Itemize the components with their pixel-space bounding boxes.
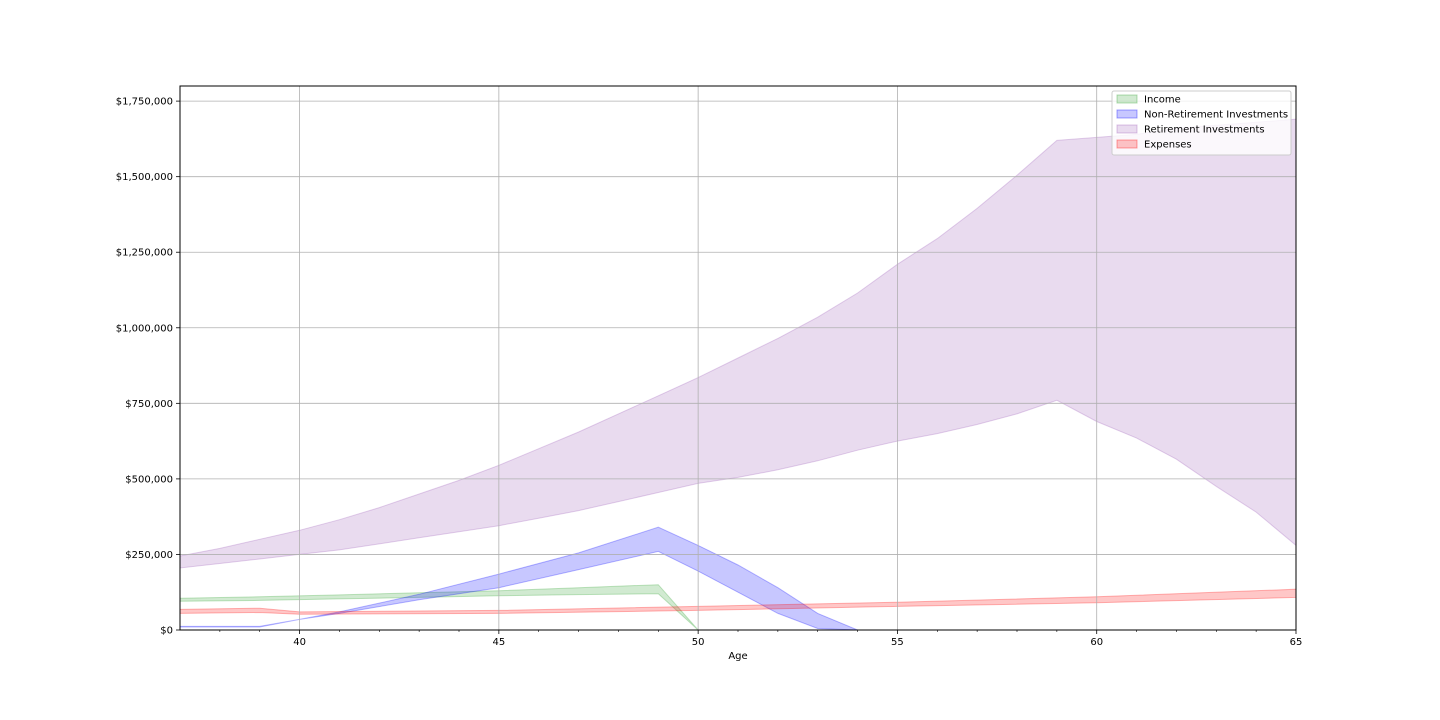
- legend: Income Non-Retirement Investments Retireme…: [1111, 90, 1292, 156]
- legend-swatch-expenses: [1116, 139, 1138, 149]
- legend-box: [1111, 90, 1292, 156]
- y-tick-label: $1,750,000: [116, 97, 173, 108]
- x-tick-label: 60: [1090, 637, 1103, 648]
- x-tick-label: 45: [492, 637, 505, 648]
- legend-label-income: Income: [1144, 95, 1181, 106]
- x-tick-label: 50: [692, 637, 705, 648]
- legend-swatch-retirement-investments: [1116, 124, 1138, 134]
- legend-swatch-non-retirement-investments: [1116, 109, 1138, 119]
- x-tick-label: 65: [1290, 637, 1303, 648]
- y-tick-label: $1,500,000: [116, 172, 173, 183]
- area-retirement-investments: [179, 118, 1297, 569]
- chart-areas: [179, 118, 1297, 631]
- x-axis: 40 45 50 55 60 65: [219, 630, 1303, 648]
- x-tick-label: 40: [293, 637, 306, 648]
- legend-swatch-income: [1116, 94, 1138, 104]
- y-tick-label: $500,000: [125, 474, 173, 485]
- x-tick-label: 55: [891, 637, 904, 648]
- legend-label-retirement-investments: Retirement Investments: [1144, 125, 1265, 136]
- legend-label-expenses: Expenses: [1144, 140, 1192, 151]
- y-axis: $0 $250,000 $500,000 $750,000 $1,000,000 $1,2…: [116, 97, 180, 637]
- x-axis-title: Age: [728, 651, 747, 662]
- y-tick-label: $1,250,000: [116, 248, 173, 259]
- legend-label-non-retirement-investments: Non-Retirement Investments: [1144, 110, 1288, 121]
- y-tick-label: $750,000: [125, 399, 173, 410]
- y-tick-label: $250,000: [125, 550, 173, 561]
- y-tick-label: $0: [160, 626, 173, 637]
- y-tick-label: $1,000,000: [116, 323, 173, 334]
